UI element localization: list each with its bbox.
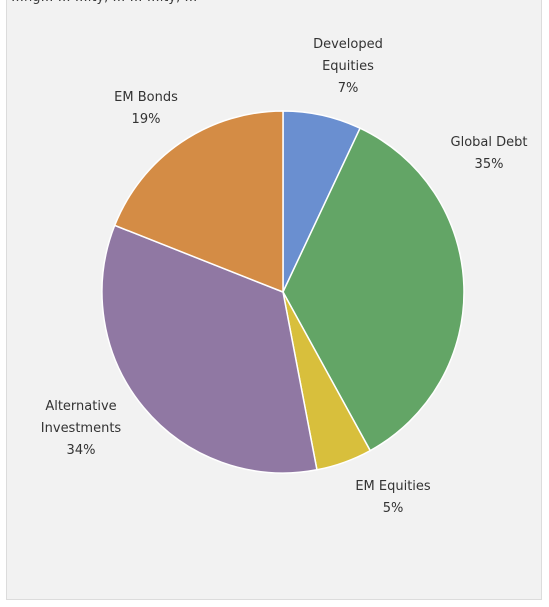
slice-value-label: 19% bbox=[132, 112, 161, 127]
slice-label-line: Investments bbox=[41, 421, 122, 436]
pie-slice-global-debt bbox=[282, 127, 465, 452]
slice-label-line: Global Debt bbox=[451, 135, 528, 150]
slice-value-label: 35% bbox=[475, 157, 504, 172]
slice-label-line: EM Equities bbox=[355, 479, 431, 494]
slice-label-line: EM Bonds bbox=[114, 90, 178, 105]
slice-label-line: Equities bbox=[322, 59, 374, 74]
chart-panel: …ng… … …ity, … … …ity, … Developed Equiti… bbox=[6, 0, 542, 600]
pie-chart: Developed Equities 7% Global Debt 35% EM Equi… bbox=[41, 37, 528, 516]
slice-value-label: 34% bbox=[67, 443, 96, 458]
slice-label-alternative-investments: Alternative Investments 34% bbox=[41, 399, 122, 458]
slice-label-line: Alternative bbox=[45, 399, 116, 414]
slice-value-label: 5% bbox=[383, 501, 404, 516]
pie-slice-em-bonds bbox=[113, 110, 284, 294]
slice-label-em-equities: EM Equities 5% bbox=[355, 479, 431, 516]
slice-label-global-debt: Global Debt 35% bbox=[451, 135, 528, 172]
slice-label-line: Developed bbox=[313, 37, 383, 52]
slice-label-em-bonds: EM Bonds 19% bbox=[114, 90, 178, 127]
pie-slice-alternative-investments bbox=[101, 224, 318, 474]
slice-label-developed-equities: Developed Equities 7% bbox=[313, 37, 383, 96]
slice-value-label: 7% bbox=[338, 81, 359, 96]
chart-title: …ng… … …ity, … … …ity, … bbox=[11, 0, 541, 8]
